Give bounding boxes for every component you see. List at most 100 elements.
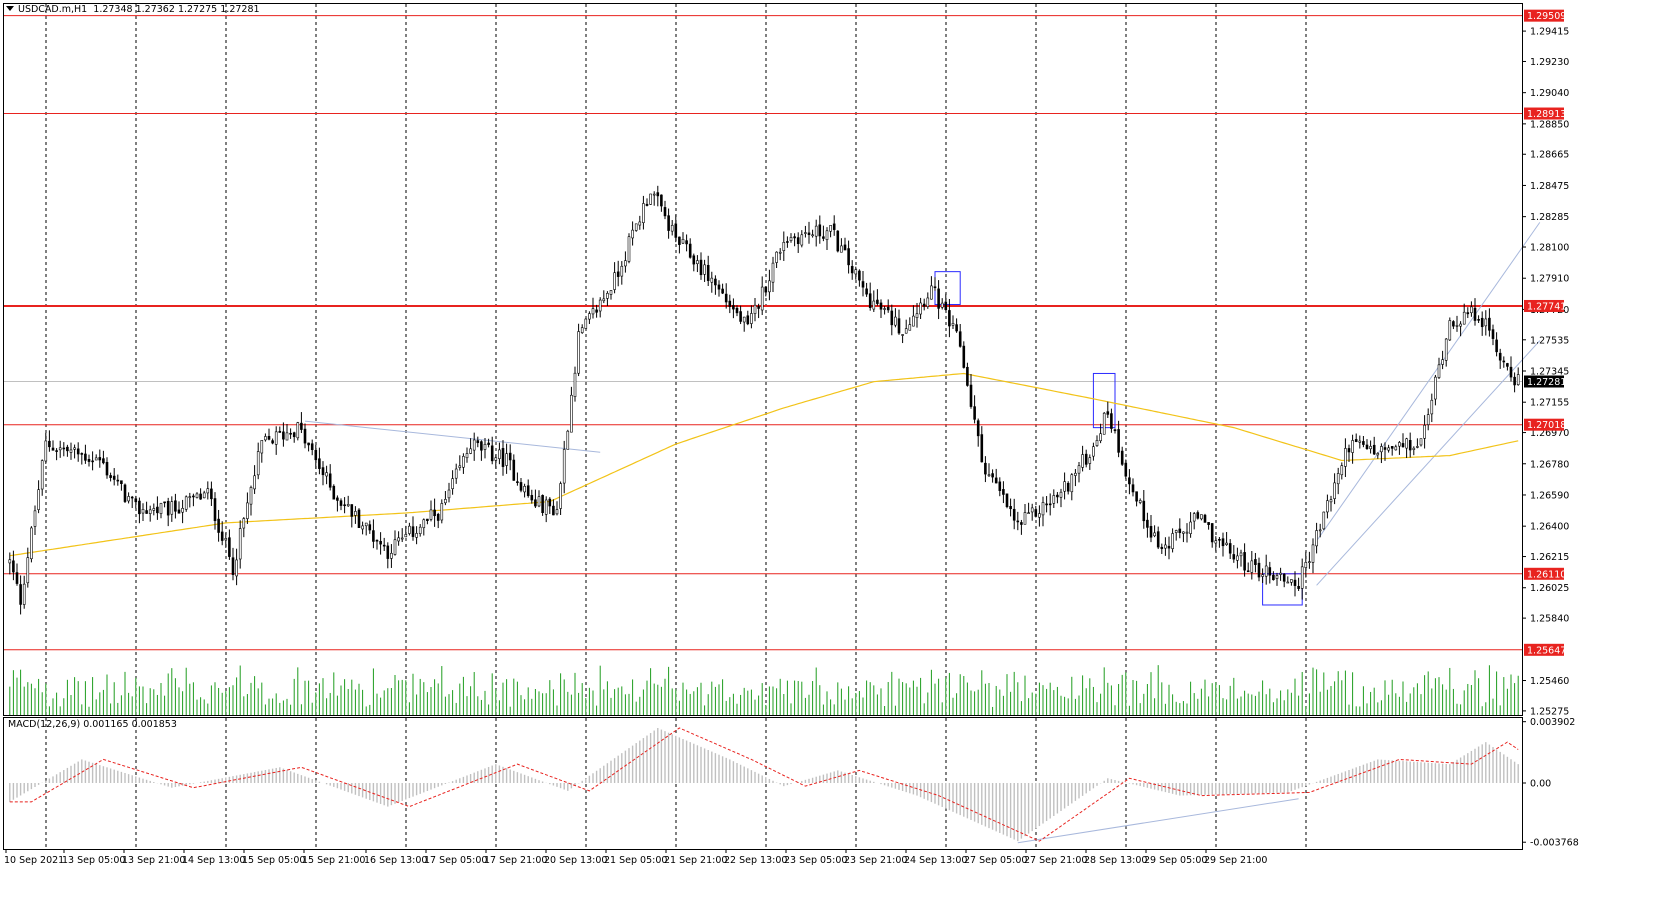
candle-body [994, 477, 998, 484]
candle-body [872, 300, 876, 310]
ma-line [9, 372, 1519, 557]
level-price-tag[interactable] [1524, 9, 1564, 22]
candle-body [8, 559, 12, 564]
candle-body [444, 499, 447, 504]
macd-signal-line [9, 727, 1519, 842]
candle-body [1156, 531, 1160, 548]
chart-header[interactable]: USDCAD.m,H1 1.27348 1.27362 1.27275 1.27… [6, 4, 260, 15]
macd-value-main: 0.001165 [83, 719, 129, 730]
candle-body [1362, 441, 1365, 445]
level-price-tag[interactable] [1524, 643, 1564, 656]
candle-body [786, 241, 789, 243]
candle-body [375, 539, 379, 542]
candle-body [771, 262, 775, 283]
candle-body [937, 288, 940, 309]
candle-body [1034, 509, 1038, 517]
time-label: 27 Sep 05:00 [964, 855, 1027, 866]
candle-body [602, 298, 606, 302]
candle-body [112, 475, 116, 480]
candle-body [1318, 529, 1322, 532]
candle-body [264, 436, 267, 441]
candle-body [15, 572, 19, 584]
candle-body [397, 537, 400, 542]
candle-body [818, 224, 822, 237]
candle-body [1516, 374, 1520, 385]
price-tick-label: 1.28475 [1530, 181, 1569, 192]
price-axis[interactable]: 1.29415 1.29230 1.29040 1.28850 1.28665 1.284… [1522, 9, 1569, 718]
candle-body [944, 301, 948, 310]
level-price-tag[interactable] [1524, 567, 1564, 580]
price-tick-label: 1.26215 [1530, 552, 1569, 563]
channel-line[interactable] [1316, 222, 1541, 542]
price-tick-label: 1.29230 [1530, 57, 1569, 68]
candle-body [314, 450, 318, 461]
time-label: 17 Sep 21:00 [484, 855, 547, 866]
candle-body [440, 503, 444, 521]
candle-body [660, 194, 663, 207]
candle-body [285, 432, 289, 441]
candle-body [1437, 364, 1441, 378]
candle-body [1419, 438, 1423, 446]
candle-body [1376, 453, 1380, 456]
candle-body [955, 324, 958, 332]
candle-body [1171, 533, 1174, 549]
candle-body [814, 225, 818, 237]
level-price-tag[interactable] [1524, 418, 1564, 431]
level-price-label: 1.26110 [1527, 569, 1566, 580]
upper-left-trendline[interactable] [304, 420, 601, 453]
candle-body [390, 552, 393, 559]
candle-body [512, 459, 516, 481]
dropdown-triangle-icon[interactable] [6, 6, 14, 11]
candle-body [541, 495, 544, 514]
candle-body [447, 489, 451, 499]
candle-body [134, 498, 138, 503]
candle-body [296, 422, 300, 439]
candle-body [404, 534, 408, 538]
price-tick-label: 1.28850 [1530, 119, 1569, 130]
candle-body [678, 236, 681, 245]
candle-body [51, 447, 55, 451]
price-tick-label: 1.27345 [1530, 366, 1569, 377]
candle-body [886, 306, 890, 311]
level-price-tag[interactable] [1524, 299, 1564, 312]
level-price-tag[interactable] [1524, 107, 1564, 120]
candle-body [1484, 318, 1488, 327]
candle-body [1016, 520, 1020, 523]
candle-body [1192, 513, 1196, 522]
candle-body [289, 432, 292, 435]
candle-body [1290, 579, 1293, 583]
macd-divergence-line[interactable] [1017, 798, 1299, 844]
candle-body [634, 223, 638, 231]
candle-body [825, 230, 829, 240]
candle-body [159, 503, 163, 514]
price-tick-label: 1.26400 [1530, 522, 1569, 533]
candle-body [1225, 542, 1228, 545]
candle-body [336, 497, 339, 501]
candle-body [1509, 366, 1513, 378]
candle-body [1426, 414, 1430, 425]
candle-body [426, 518, 429, 521]
macd-title: MACD(12,26,9) [8, 719, 81, 730]
current-price-tag[interactable] [1524, 375, 1564, 388]
candle-body [1095, 440, 1099, 446]
candle-body [519, 482, 523, 491]
candle-body [764, 286, 768, 293]
candle-body [231, 557, 235, 575]
candle-body [1398, 442, 1401, 447]
macd-tick-label: 0.003902 [1530, 717, 1575, 728]
high-value: 1.27362 [135, 4, 175, 15]
candle-body [1178, 528, 1182, 533]
candle-body [1329, 499, 1333, 503]
time-label: 17 Sep 05:00 [424, 855, 487, 866]
macd-header: MACD(12,26,9) 0.001165 0.001853 [8, 719, 177, 730]
candles [8, 185, 1520, 615]
candle-body [624, 260, 627, 267]
channel-line[interactable] [1316, 340, 1541, 586]
candle-body [501, 448, 505, 467]
annotations[interactable] [304, 222, 1541, 844]
candle-body [807, 232, 811, 235]
level-price-label: 1.27741 [1527, 301, 1566, 312]
